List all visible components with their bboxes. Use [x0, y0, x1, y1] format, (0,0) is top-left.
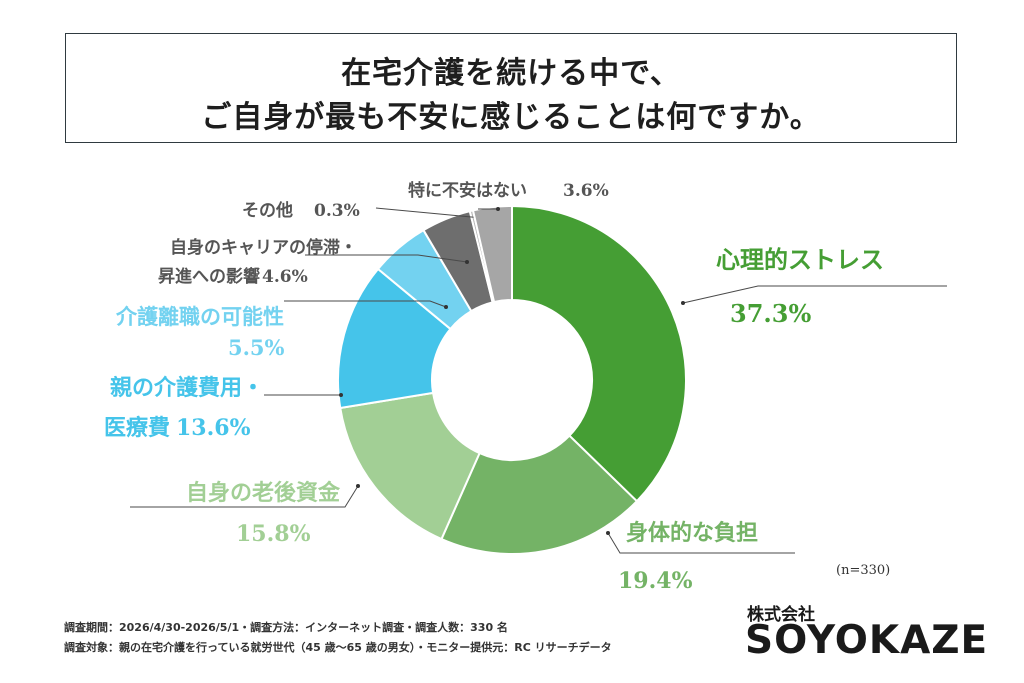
label-none: 特に不安はない	[408, 180, 527, 201]
pct-stress: 37.3%	[730, 299, 811, 328]
slice-stress	[511, 204, 687, 503]
label-physical: 身体的な負担	[626, 520, 758, 546]
leader-dot-finance	[356, 484, 360, 488]
leader-dot-quit	[444, 305, 448, 309]
pct-other: 0.3%	[314, 201, 360, 221]
leader-dot-physical	[606, 531, 610, 535]
leader-line-other	[375, 207, 483, 219]
slice-finance	[339, 391, 481, 541]
leader-line-career	[305, 254, 468, 263]
leader-dot-career	[465, 260, 469, 264]
label-medical-line2: 医療費	[104, 415, 170, 441]
leader-dot-none	[496, 207, 500, 211]
pct-quit: 5.5%	[228, 335, 285, 360]
leader-line-quit	[284, 300, 447, 308]
title-box: 在宅介護を続ける中で、 ご自身が最も不安に感じることは何ですか。	[65, 33, 957, 143]
leader-line-stress	[682, 285, 947, 304]
footer-survey-target: 調査対象：親の在宅介護を行っている就労世代（45 歳〜65 歳の男女）・モニター…	[64, 641, 612, 654]
pct-physical: 19.4%	[618, 568, 693, 594]
pct-none: 3.6%	[563, 181, 609, 201]
label-medical-line1: 親の介護費用・	[110, 375, 264, 401]
slice-none	[471, 204, 513, 304]
label-quit: 介護離職の可能性	[115, 304, 284, 329]
leader-line-finance	[130, 485, 359, 508]
brand-logo: SOYOKAZE	[745, 618, 989, 663]
pct-career: 4.6%	[262, 267, 308, 287]
footer-survey-period: 調査期間：2026/4/30-2026/5/1・調査方法：インターネット調査・調…	[64, 621, 508, 634]
brand-company-type: 株式会社	[747, 605, 815, 625]
chart-title-line1: 在宅介護を続ける中で、	[341, 56, 681, 91]
label-finance: 自身の老後資金	[186, 480, 341, 506]
chart-title-line2: ご自身が最も不安に感じることは何ですか。	[201, 100, 821, 135]
pct-finance: 15.8%	[236, 521, 311, 547]
label-other: その他	[242, 200, 293, 221]
label-stress: 心理的ストレス	[716, 245, 884, 274]
slice-physical	[440, 434, 639, 555]
leader-dot-stress	[681, 301, 685, 305]
sample-size-note: (n=330)	[836, 563, 891, 578]
label-career-line2: 昇進への影響	[158, 266, 260, 287]
label-career-line1: 自身のキャリアの停滞・	[170, 237, 357, 258]
leader-line-physical	[607, 532, 795, 554]
leader-dot-medical	[339, 393, 343, 397]
pct-medical: 13.6%	[176, 415, 251, 441]
